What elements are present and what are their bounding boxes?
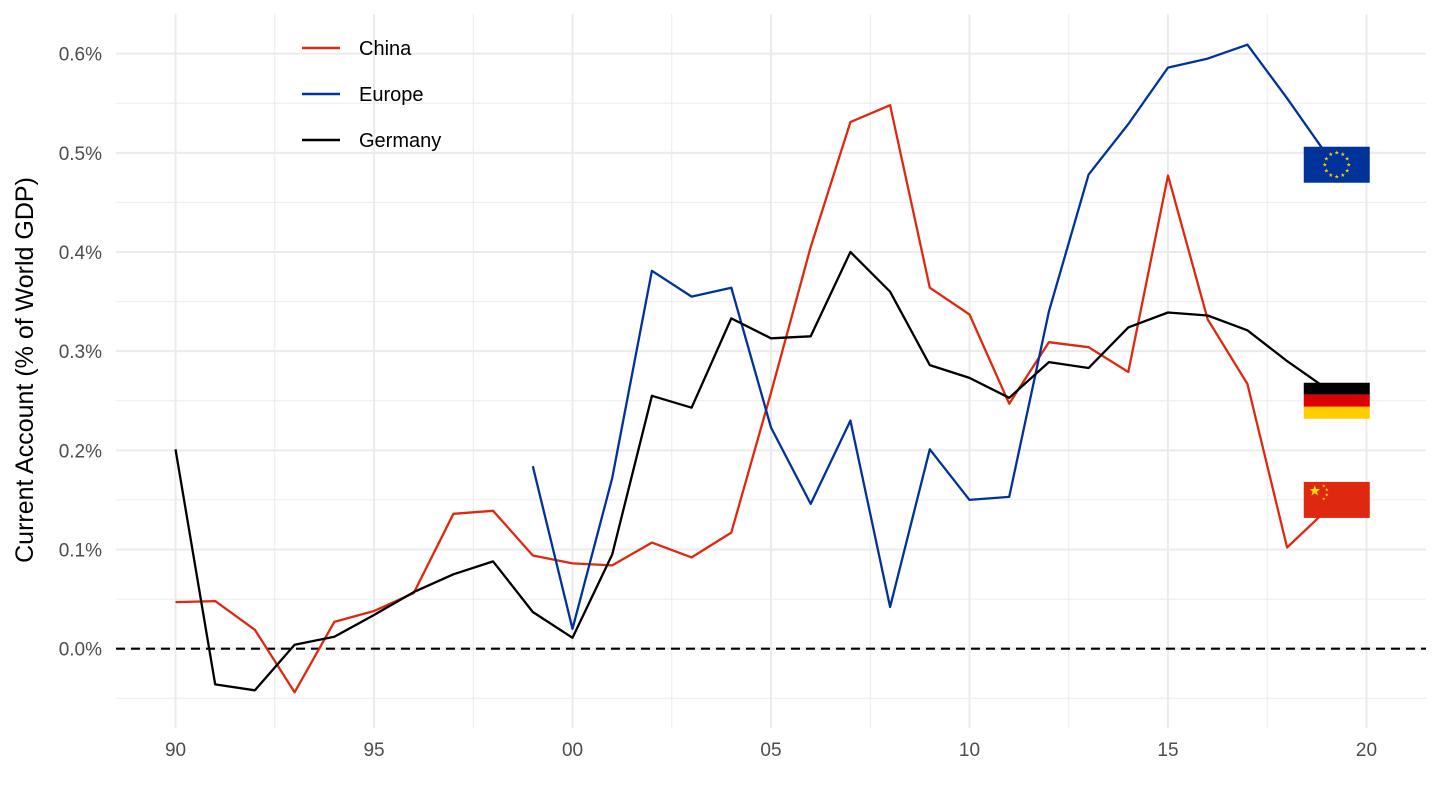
series-line-china [175,104,1328,694]
eu-flag-star [1345,168,1350,173]
x-tick-label: 20 [1356,740,1377,761]
germany-flag-stripe-red [1303,394,1370,407]
eu-flag-star [1340,172,1345,177]
y-tick-label: 0.0% [59,640,102,661]
legend-label: Germany [359,130,441,152]
china-flag-small-star [1325,493,1329,497]
eu-flag-star [1324,156,1329,161]
y-tick-label: 0.2% [59,441,102,462]
series-line-europe [531,43,1328,630]
x-tick-label: 15 [1157,740,1178,761]
eu-flag-star [1345,156,1350,161]
legend-item-germany: Germany [302,130,441,152]
y-axis-ticks: 0.0% 0.1% 0.2% 0.3% 0.4% 0.5% 0.6% [59,45,102,661]
germany-flag-icon [1303,382,1370,419]
eu-flag-star [1328,152,1333,157]
series-line-germany [174,250,1328,692]
eu-flag-star [1346,162,1351,167]
china-flag-background [1303,481,1370,518]
x-tick-label: 05 [760,740,781,761]
y-tick-label: 0.6% [59,45,102,66]
china-flag-big-star [1309,485,1320,496]
series-lines [174,43,1328,694]
legend: China Europe Germany [302,38,441,152]
legend-item-europe: Europe [302,84,424,106]
y-tick-label: 0.5% [59,144,102,165]
eu-flag-star [1322,162,1327,167]
x-tick-label: 90 [165,740,186,761]
eu-flag-star [1328,172,1333,177]
eu-flag-star [1334,150,1339,155]
eu-flag-star [1334,174,1339,179]
germany-flag-stripe-black [1303,382,1370,395]
eu-flag-star [1340,152,1345,157]
x-tick-label: 95 [363,740,384,761]
y-tick-label: 0.3% [59,342,102,363]
x-tick-label: 10 [959,740,980,761]
x-tick-label: 00 [562,740,583,761]
germany-flag-stripe-gold [1303,406,1370,419]
china-flag-small-star [1322,484,1326,488]
x-axis-ticks: 90 95 00 05 10 15 20 [165,740,1377,761]
china-flag-icon [1303,481,1370,518]
legend-label: China [359,38,412,60]
y-tick-label: 0.1% [59,541,102,562]
eu-flag-icon [1303,146,1370,183]
china-flag-small-star [1322,497,1326,501]
grid [116,14,1426,728]
legend-item-china: China [302,38,412,60]
y-axis-title: Current Account (% of World GDP) [11,177,39,563]
eu-flag-star [1324,168,1329,173]
legend-label: Europe [359,84,424,106]
y-tick-label: 0.4% [59,243,102,264]
flags [1303,146,1370,518]
china-flag-small-star [1325,488,1329,492]
